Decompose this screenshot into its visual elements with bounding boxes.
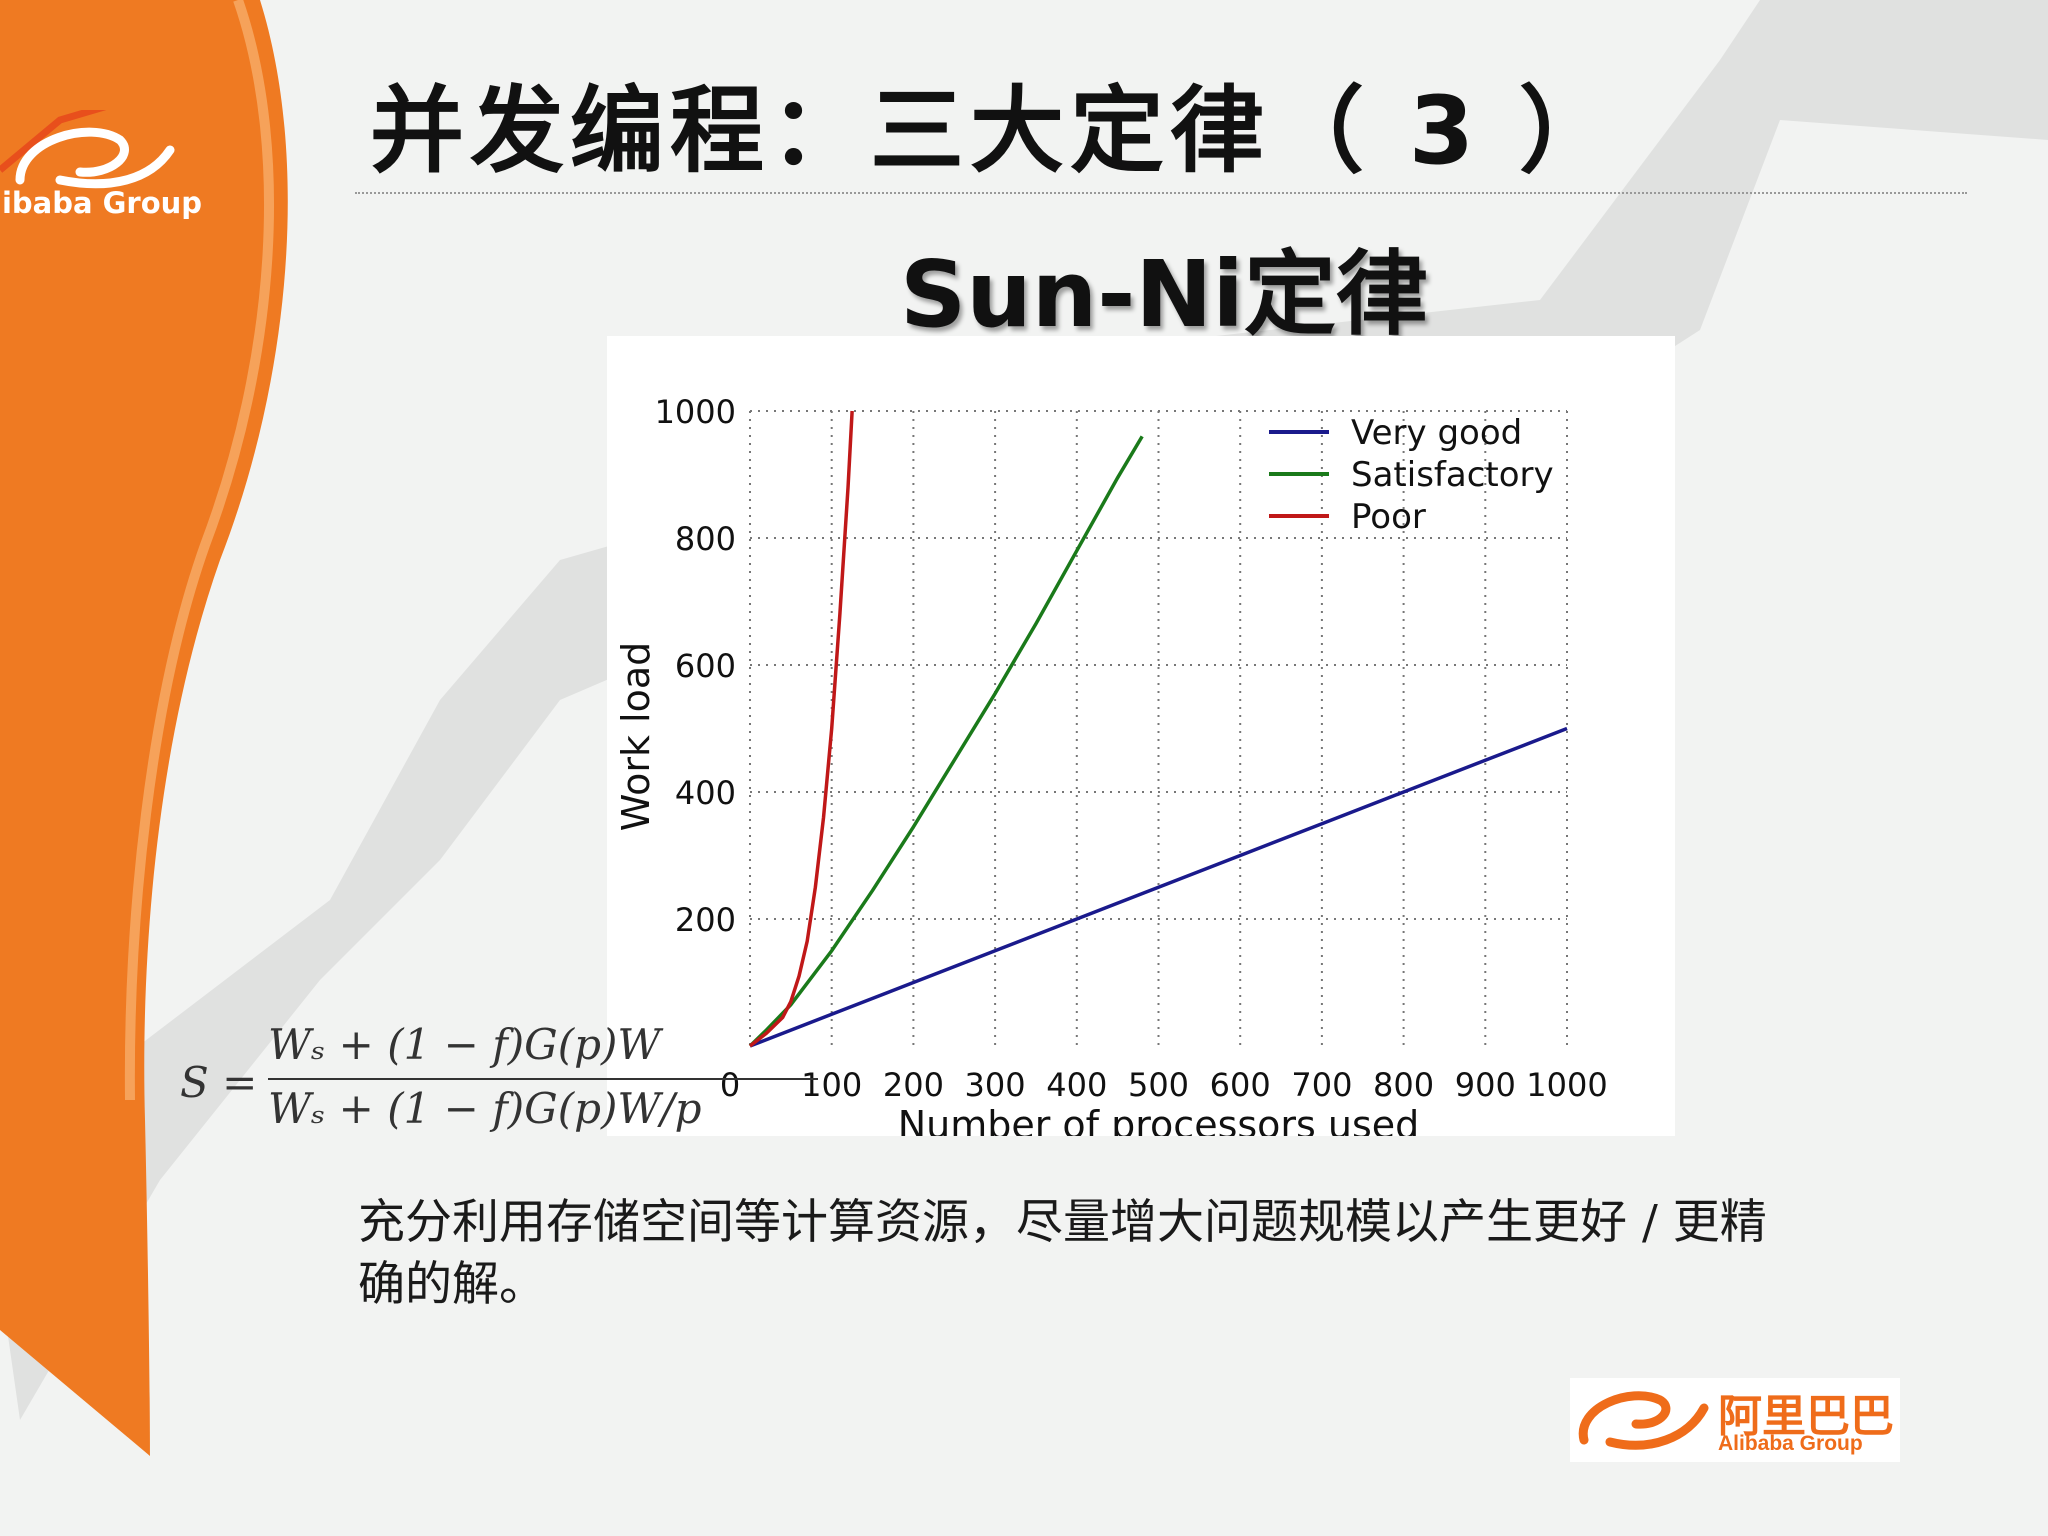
x-tick-label: 300	[965, 1066, 1026, 1104]
alibaba-smile-icon	[1578, 1391, 1709, 1450]
formula-fraction-bar	[268, 1078, 818, 1080]
background-orange-edge	[124, 0, 274, 1101]
x-tick-label: 900	[1455, 1066, 1516, 1104]
x-tick-label: 700	[1291, 1066, 1352, 1104]
bottom-logo	[1570, 1378, 1900, 1462]
x-tick-label: 1000	[1526, 1066, 1607, 1104]
legend-label: Satisfactory	[1351, 455, 1554, 495]
x-tick-label: 200	[883, 1066, 944, 1104]
y-tick-label: 400	[675, 774, 736, 812]
title-divider	[355, 192, 1967, 194]
sun-ni-chart: 200 400 600 800 1000 0 100 200 300 400 500 600 700 80…	[614, 393, 1608, 1136]
x-axis-label: Number of processors used	[898, 1103, 1420, 1136]
chart-panel: 200 400 600 800 1000 0 100 200 300 400 500 600 700 80…	[607, 336, 1675, 1136]
y-tick-label: 800	[675, 520, 736, 558]
x-tick-label: 0	[720, 1066, 740, 1104]
y-axis-label: Work load	[614, 642, 658, 832]
background-orange-band	[0, 0, 288, 1456]
x-tick-label: 100	[801, 1066, 862, 1104]
x-tick-label: 400	[1046, 1066, 1107, 1104]
top-logo-text: libaba Group	[0, 186, 203, 220]
x-tick-label: 600	[1210, 1066, 1271, 1104]
y-tick-label: 600	[675, 647, 736, 685]
slide-subtitle: Sun-Ni定律	[900, 241, 1428, 348]
body-text: 充分利用存储空间等计算资源，尽量增大问题规模以产生更好 / 更精确的解。	[358, 1195, 1767, 1312]
formula-lhs: S =	[180, 1058, 258, 1107]
formula-numerator: Wₛ + (1 − f)G(p)W	[268, 1020, 661, 1069]
legend-label: Very good	[1351, 413, 1522, 453]
y-tick-label: 1000	[655, 393, 736, 431]
series-line-1	[748, 435, 1144, 1048]
y-tick-label: 200	[675, 901, 736, 939]
x-tick-label: 800	[1373, 1066, 1434, 1104]
series-line-2	[748, 410, 854, 1048]
bottom-logo-cn: 阿里巴巴	[1718, 1391, 1894, 1442]
bottom-logo-en: Alibaba Group	[1718, 1432, 1863, 1455]
x-tick-label: 500	[1128, 1066, 1189, 1104]
formula-denominator: Wₛ + (1 − f)G(p)W/p	[268, 1084, 702, 1133]
alibaba-logo-icon	[0, 110, 175, 189]
slide-title: 并发编程：三大定律（ 3 ）	[370, 77, 1619, 186]
legend-label: Poor	[1351, 497, 1426, 537]
